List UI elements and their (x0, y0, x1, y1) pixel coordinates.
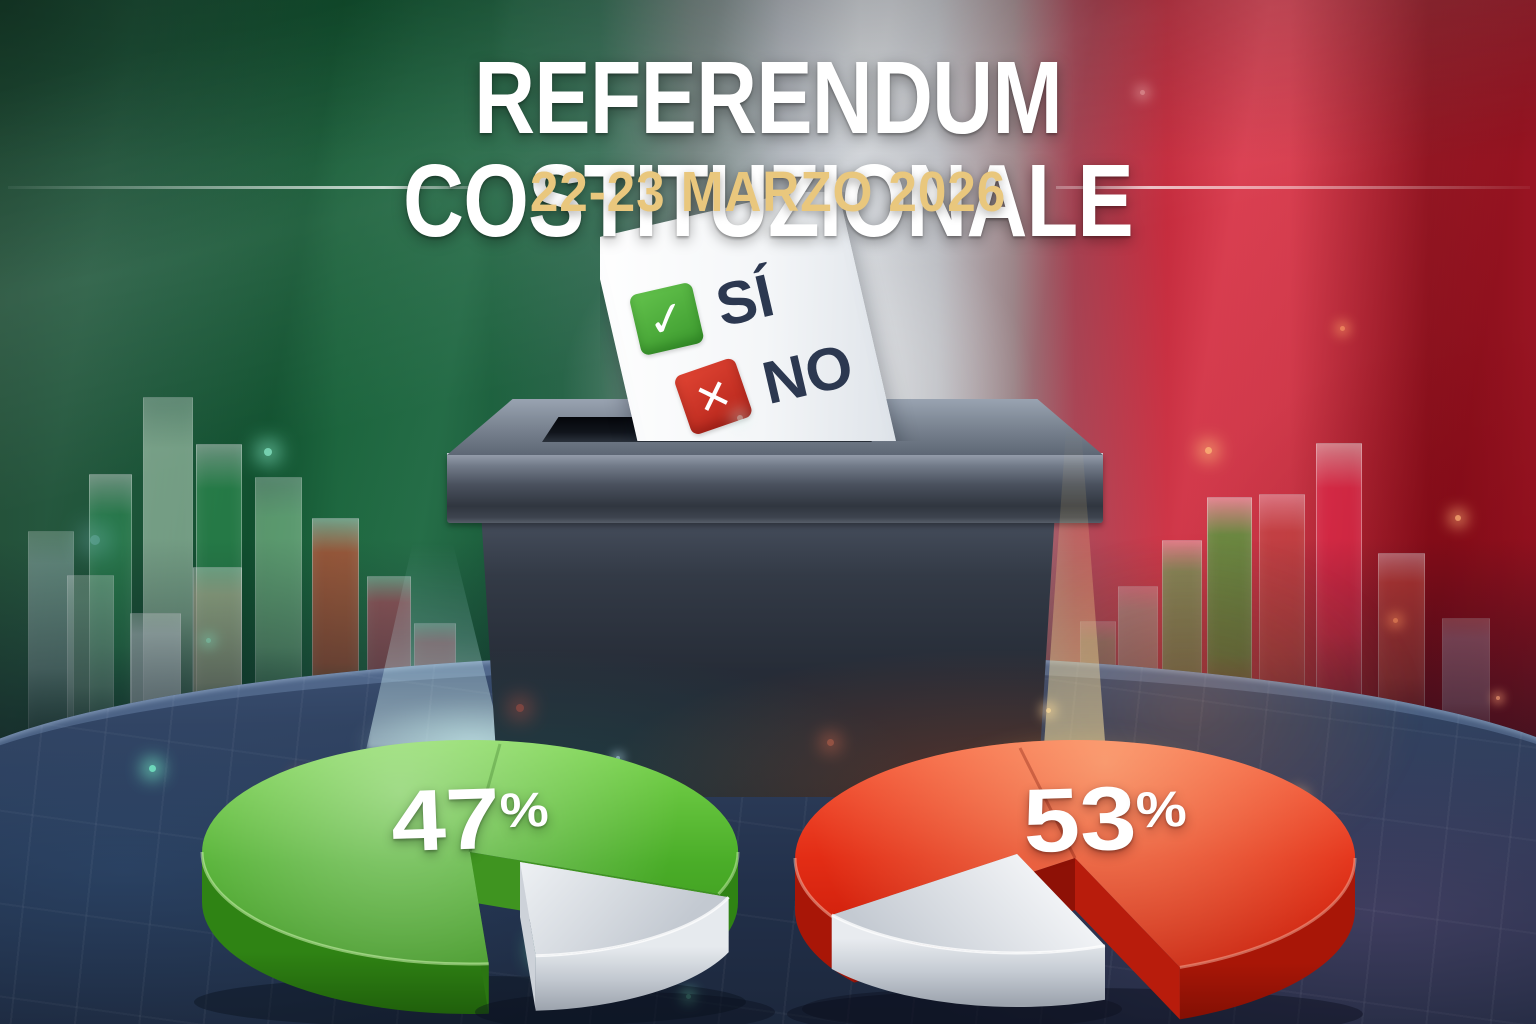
yes-value: 47 (389, 769, 502, 870)
cross-icon: ✕ (672, 356, 754, 437)
option-yes-label: SÍ (709, 261, 781, 340)
result-yes-percentage: 47% (180, 767, 759, 871)
no-value: 53 (1021, 767, 1139, 872)
result-no-percentage: 53% (806, 765, 1404, 873)
yes-percent-sign: % (498, 782, 550, 839)
divider-flare-right (1056, 186, 1530, 189)
no-percent-sign: % (1134, 780, 1188, 839)
vote-row-no: ✕ NO (672, 328, 884, 437)
date-subtitle: 22-23 MARZO 2026 (529, 160, 1007, 224)
cross-glyph: ✕ (689, 368, 738, 425)
pie-chart-yes (194, 739, 775, 1024)
page-title: REFERENDUM COSTITUZIONALE (403, 40, 1134, 258)
ballot-box-lid (447, 453, 1103, 523)
divider-flare-left (8, 186, 478, 189)
pulled-slice-no (802, 854, 1122, 1024)
option-no-label: NO (756, 331, 860, 417)
check-icon: ✓ (628, 281, 705, 357)
pulled-slice-yes (475, 862, 775, 1024)
pie-chart-no (787, 739, 1363, 1024)
check-glyph: ✓ (642, 289, 692, 349)
